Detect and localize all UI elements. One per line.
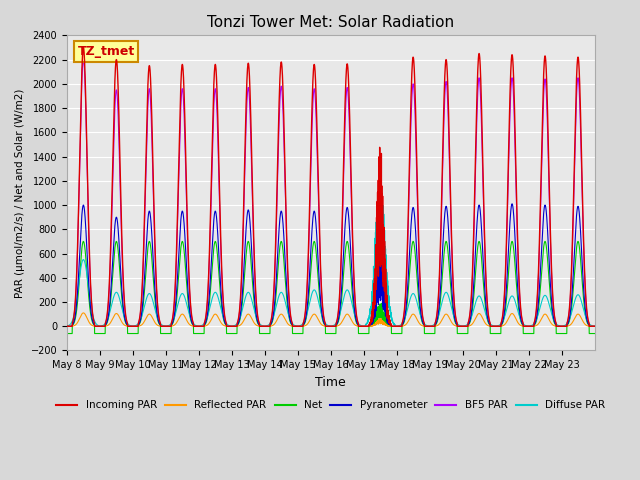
Title: Tonzi Tower Met: Solar Radiation: Tonzi Tower Met: Solar Radiation <box>207 15 454 30</box>
Text: TZ_tmet: TZ_tmet <box>77 45 134 58</box>
Legend: Incoming PAR, Reflected PAR, Net, Pyranometer, BF5 PAR, Diffuse PAR: Incoming PAR, Reflected PAR, Net, Pyrano… <box>52 396 609 415</box>
Y-axis label: PAR (μmol/m2/s) / Net and Solar (W/m2): PAR (μmol/m2/s) / Net and Solar (W/m2) <box>15 88 25 298</box>
X-axis label: Time: Time <box>316 376 346 389</box>
